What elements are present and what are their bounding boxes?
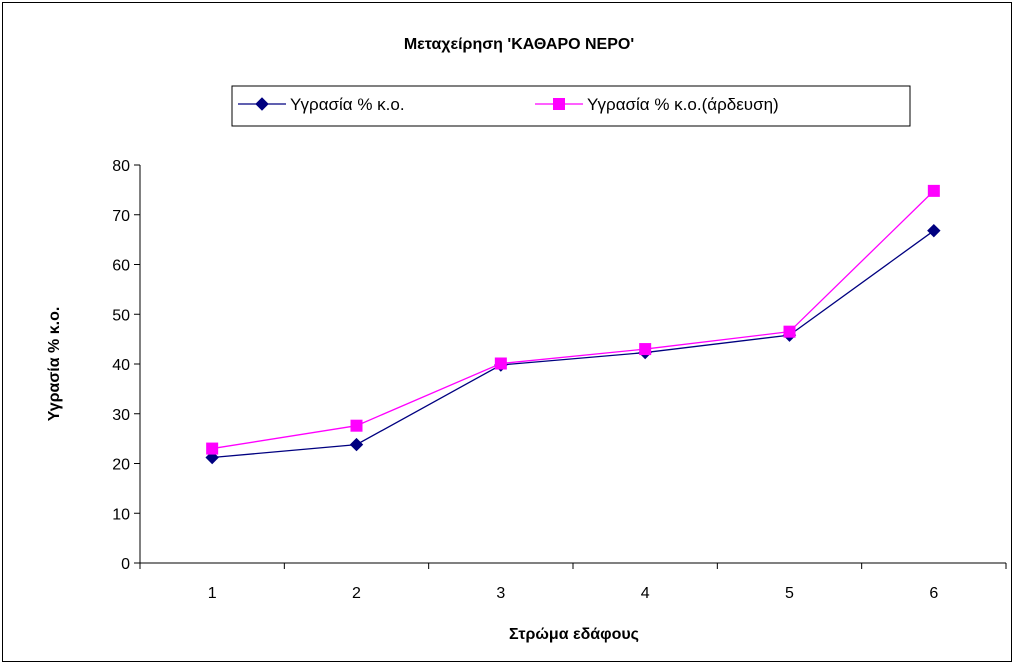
y-tick-label: 20 xyxy=(112,457,130,474)
y-tick-label: 50 xyxy=(112,307,130,324)
x-tick-label: 4 xyxy=(641,585,650,602)
legend-marker xyxy=(553,98,565,110)
y-tick-label: 40 xyxy=(112,357,130,374)
series-1-point xyxy=(927,223,941,238)
series-2-point xyxy=(783,325,796,338)
legend-entry-1: Υγρασία % κ.ο. xyxy=(238,95,405,114)
y-tick-label: 10 xyxy=(112,506,130,523)
series-2-point xyxy=(494,357,507,370)
series-2-point xyxy=(350,419,363,432)
series-2-line xyxy=(212,190,935,450)
y-tick-label: 0 xyxy=(121,556,130,573)
x-tick-label: 1 xyxy=(208,585,217,602)
series-2 xyxy=(206,184,940,455)
series-2-point xyxy=(927,184,940,197)
series-2-point xyxy=(206,442,219,455)
y-axis-title: Υγρασία % κ.ο. xyxy=(46,307,63,422)
x-tick-label: 5 xyxy=(785,585,794,602)
y-tick-label: 70 xyxy=(112,208,130,225)
legend-marker xyxy=(255,97,269,111)
legend-label: Υγρασία % κ.ο.(άρδευση) xyxy=(587,95,779,114)
x-tick-label: 6 xyxy=(929,585,938,602)
y-tick-label: 60 xyxy=(112,258,130,275)
y-tick-label: 80 xyxy=(112,158,130,175)
chart-title: Μεταχείρηση 'ΚΑΘΑΡΟ ΝΕΡΟ' xyxy=(404,36,634,53)
series-2-point xyxy=(639,343,652,356)
series-1-line xyxy=(212,230,935,459)
series-1-point xyxy=(349,437,364,452)
legend: Υγρασία % κ.ο. Υγρασία % κ.ο.(άρδευση) xyxy=(231,85,911,127)
y-tick-label: 30 xyxy=(112,407,130,424)
x-tick-label: 2 xyxy=(352,585,361,602)
x-axis-title: Στρώμα εδάφους xyxy=(509,626,639,643)
legend-entry-2: Υγρασία % κ.ο.(άρδευση) xyxy=(535,95,779,114)
series-1 xyxy=(205,223,941,465)
legend-box xyxy=(231,85,911,127)
legend-label: Υγρασία % κ.ο. xyxy=(290,95,405,114)
x-tick-label: 3 xyxy=(496,585,505,602)
